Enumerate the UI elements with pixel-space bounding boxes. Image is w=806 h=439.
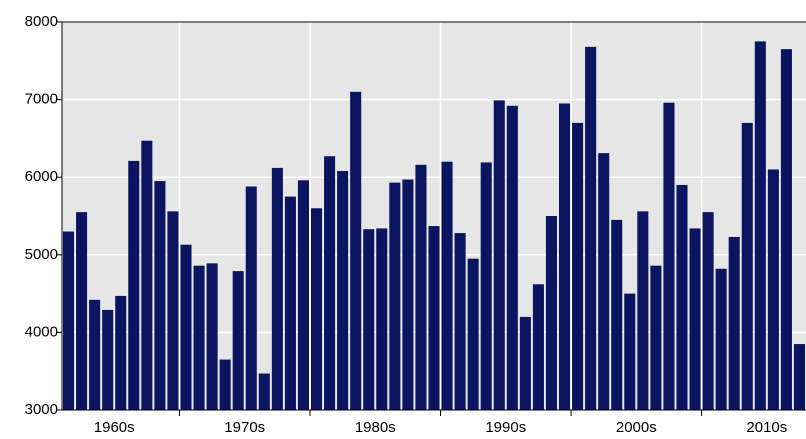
bar: [493, 100, 505, 410]
bar: [206, 263, 218, 410]
y-tick-label: 3000: [25, 401, 58, 418]
bar: [154, 181, 166, 410]
bar: [128, 160, 140, 410]
bar: [219, 359, 231, 410]
y-tick-label: 7000: [25, 91, 58, 108]
bar: [297, 180, 309, 410]
bar: [559, 103, 571, 410]
bar: [598, 153, 610, 411]
bar: [271, 167, 283, 410]
bar: [180, 244, 192, 410]
bar: [624, 293, 636, 410]
bar: [611, 219, 623, 410]
bar: [415, 164, 427, 410]
y-tick-label: 6000: [25, 168, 58, 185]
bar: [650, 265, 662, 410]
x-tick-label: 2000s: [616, 419, 657, 436]
bar: [663, 102, 675, 410]
bar: [324, 156, 336, 410]
bar: [376, 228, 388, 410]
y-tick-label: 8000: [25, 13, 58, 30]
x-tick-label: 1970s: [224, 419, 265, 436]
bar: [428, 226, 440, 410]
x-tick-label: 1990s: [485, 419, 526, 436]
bar: [467, 258, 479, 410]
bar: [389, 182, 401, 410]
bar: [115, 295, 127, 410]
bar: [754, 41, 766, 411]
bar: [258, 373, 270, 410]
bar: [506, 105, 518, 411]
bar: [715, 268, 727, 410]
bar: [89, 299, 101, 410]
x-tick-label: 2010s: [746, 419, 787, 436]
bar: [350, 91, 362, 410]
x-tick-label: 1960s: [94, 419, 135, 436]
bar: [337, 170, 349, 410]
bar: [311, 208, 323, 410]
bar: [637, 211, 649, 410]
bar: [141, 140, 153, 410]
bar: [363, 229, 375, 410]
bar: [480, 162, 492, 410]
bar: [232, 271, 244, 410]
bar: [780, 49, 792, 410]
bar: [676, 184, 688, 410]
bar: [767, 169, 779, 410]
bar: [454, 233, 466, 410]
bar: [793, 344, 805, 410]
bar: [519, 316, 531, 410]
y-tick-label: 4000: [25, 323, 58, 340]
x-tick-label: 1980s: [355, 419, 396, 436]
bar: [102, 309, 114, 410]
bar: [572, 122, 584, 410]
bar: [167, 211, 179, 410]
bar: [532, 284, 544, 410]
bar: [193, 265, 205, 410]
bar: [585, 46, 597, 410]
bar: [284, 196, 296, 410]
bar: [689, 228, 701, 410]
bar: [441, 161, 453, 410]
bar: [402, 179, 414, 410]
bar: [245, 186, 257, 410]
bar: [63, 231, 75, 410]
bar: [728, 236, 740, 410]
y-tick-label: 5000: [25, 246, 58, 263]
bar: [702, 212, 714, 410]
bar: [545, 216, 557, 410]
bar: [741, 122, 753, 410]
bar: [76, 212, 88, 410]
